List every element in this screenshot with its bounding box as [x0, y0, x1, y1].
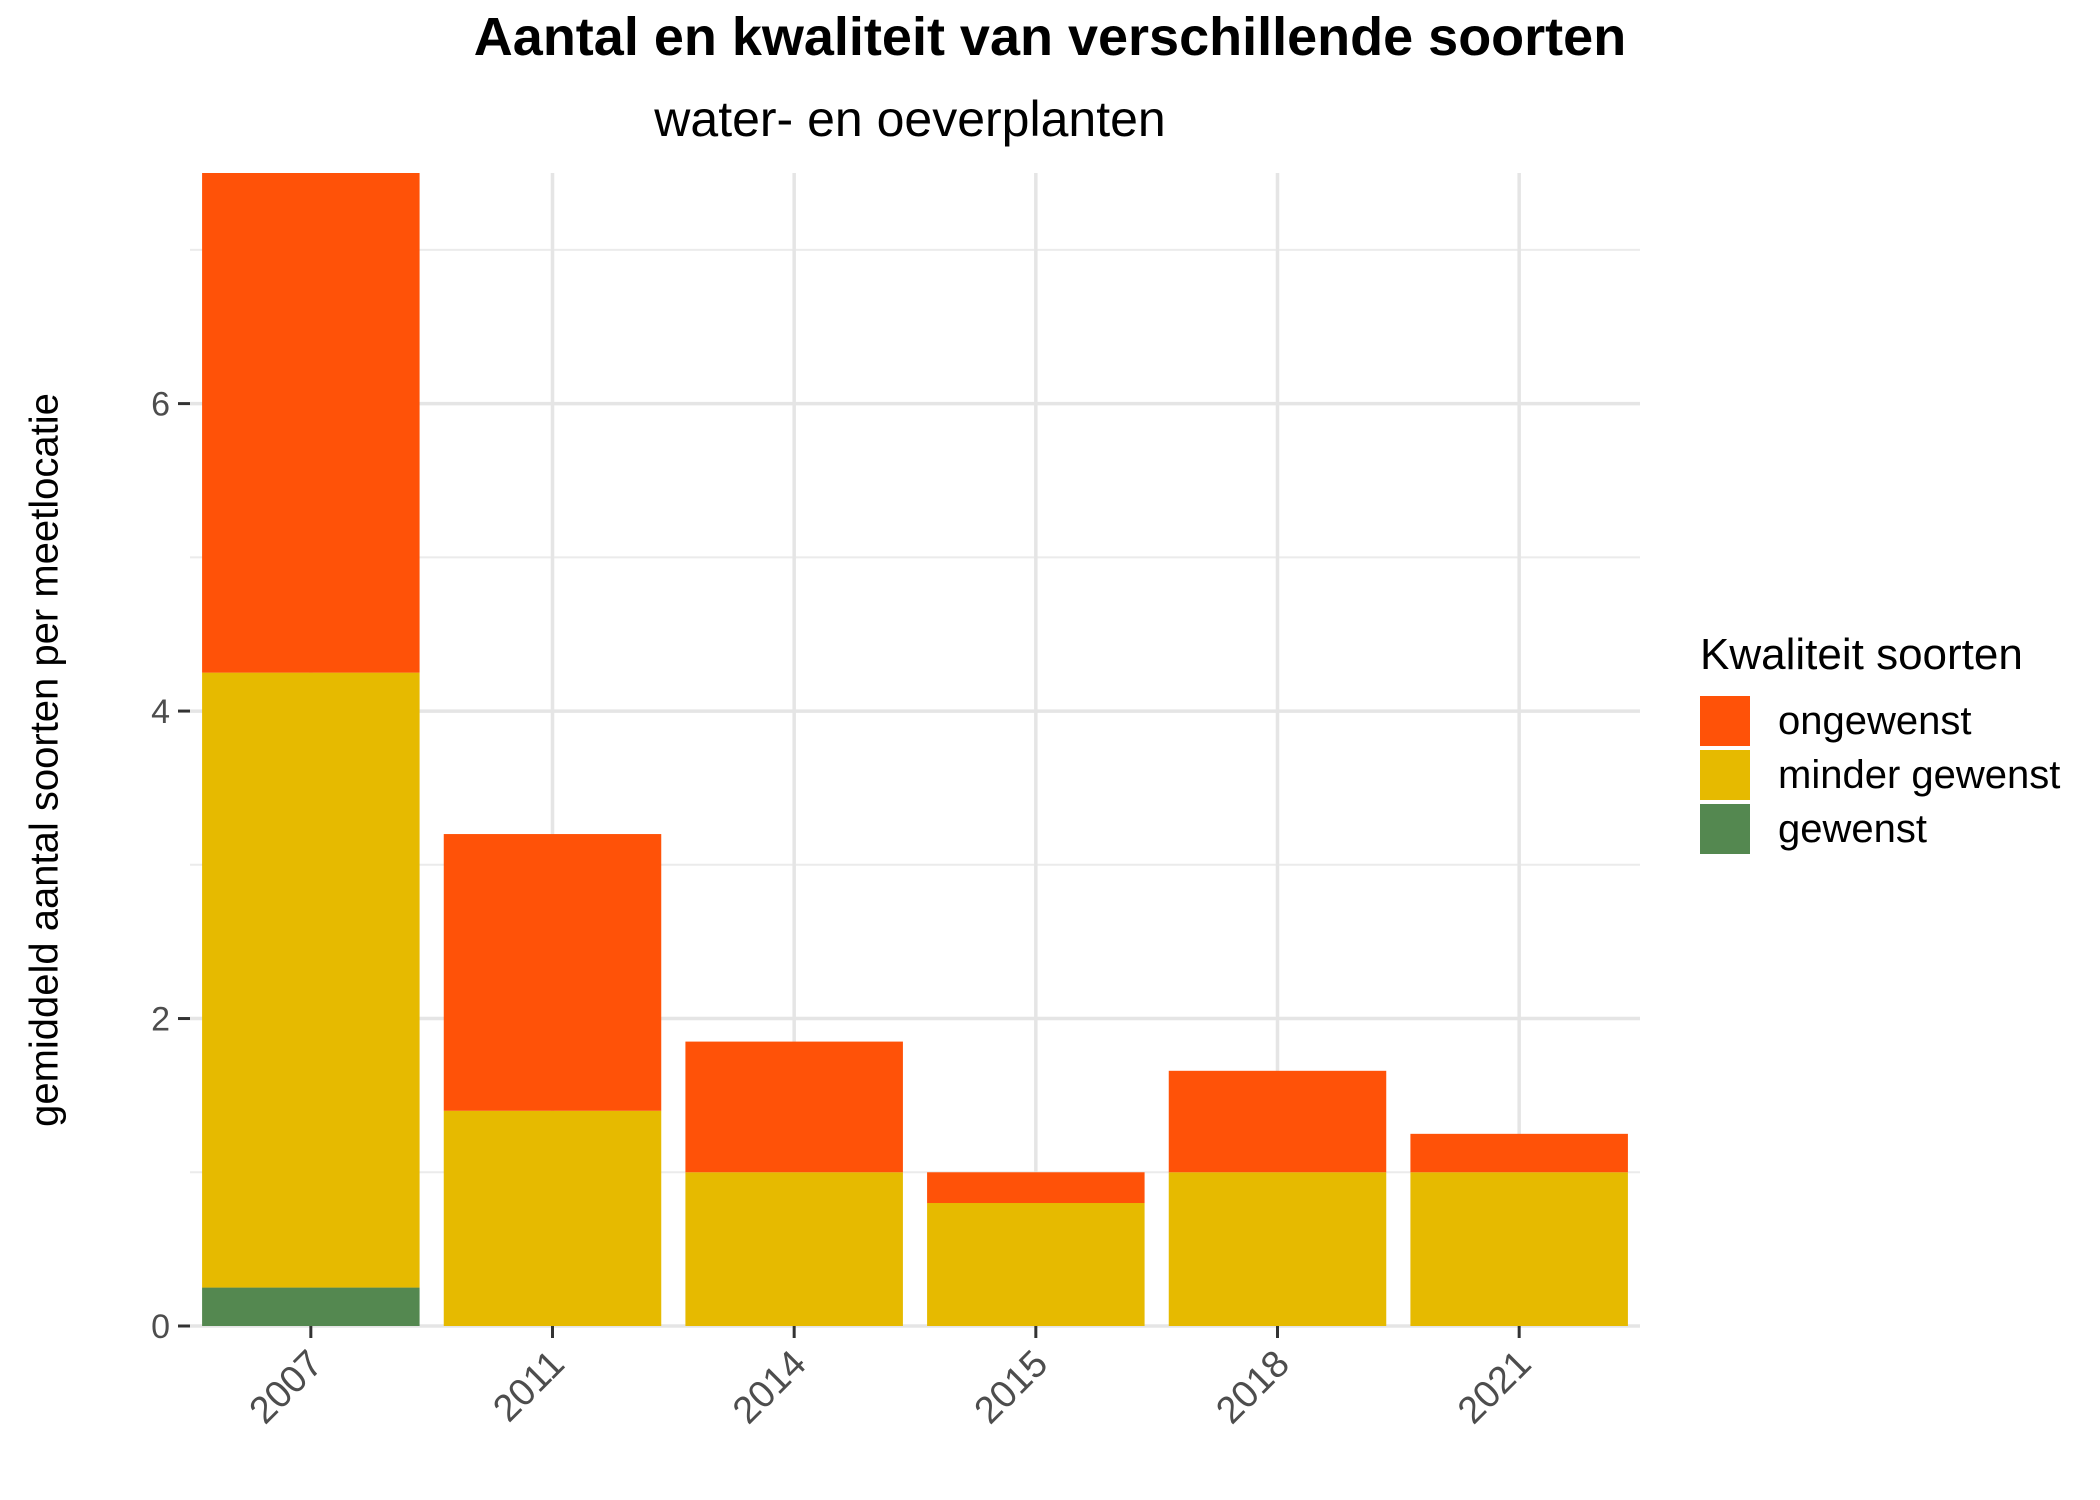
legend-key [1700, 696, 1750, 746]
bars [202, 173, 1628, 1326]
x-tick-label: 2015 [967, 1343, 1056, 1432]
legend-label: gewenst [1778, 806, 1927, 851]
y-tick-label: 2 [151, 1001, 170, 1039]
bar-ongewenst-2007 [202, 173, 420, 673]
x-tick-label: 2018 [1208, 1343, 1297, 1432]
legend-item: ongewenst [1700, 694, 2060, 748]
chart-title: Aantal en kwaliteit van verschillende so… [473, 7, 1627, 67]
bar-ongewenst-2011 [443, 834, 662, 1111]
legend-label: minder gewenst [1778, 752, 2061, 797]
bar-minder-gewenst-2021 [1410, 1172, 1628, 1326]
x-tick-label: 2011 [485, 1343, 572, 1430]
y-tick-label: 6 [151, 386, 170, 424]
minor-gridlines [190, 248, 1640, 1174]
bar-ongewenst-2018 [1168, 1070, 1387, 1173]
legend-label: ongewenst [1778, 698, 1972, 743]
bar-gewenst-2007 [202, 1287, 420, 1326]
x-tick-label: 2007 [242, 1343, 331, 1432]
x-tick-label: 2021 [1450, 1343, 1539, 1432]
bar-ongewenst-2014 [685, 1041, 903, 1173]
bar-ongewenst-2015 [927, 1172, 1145, 1204]
chart-subtitle: water- en oeverplanten [654, 91, 1166, 147]
legend-key [1700, 750, 1750, 800]
legend-item: gewenst [1700, 802, 2060, 856]
y-tick-label: 0 [151, 1308, 170, 1346]
legend: Kwaliteit soorten ongewenst minder gewens… [1700, 630, 2060, 856]
x-tick-label: 2014 [725, 1343, 814, 1432]
legend-title: Kwaliteit soorten [1700, 630, 2023, 679]
bar-minder-gewenst-2018 [1168, 1172, 1387, 1326]
legend-items: ongewenst minder gewenst gewenst [1700, 694, 2060, 856]
legend-item: minder gewenst [1700, 748, 2060, 802]
y-tick-label: 4 [151, 693, 170, 731]
bar-minder-gewenst-2007 [202, 672, 420, 1288]
major-gridlines [190, 173, 1640, 1328]
legend-key [1700, 804, 1750, 854]
bar-minder-gewenst-2014 [685, 1172, 903, 1326]
bar-minder-gewenst-2011 [443, 1110, 662, 1326]
bar-minder-gewenst-2015 [927, 1203, 1145, 1326]
bar-ongewenst-2021 [1410, 1133, 1628, 1173]
